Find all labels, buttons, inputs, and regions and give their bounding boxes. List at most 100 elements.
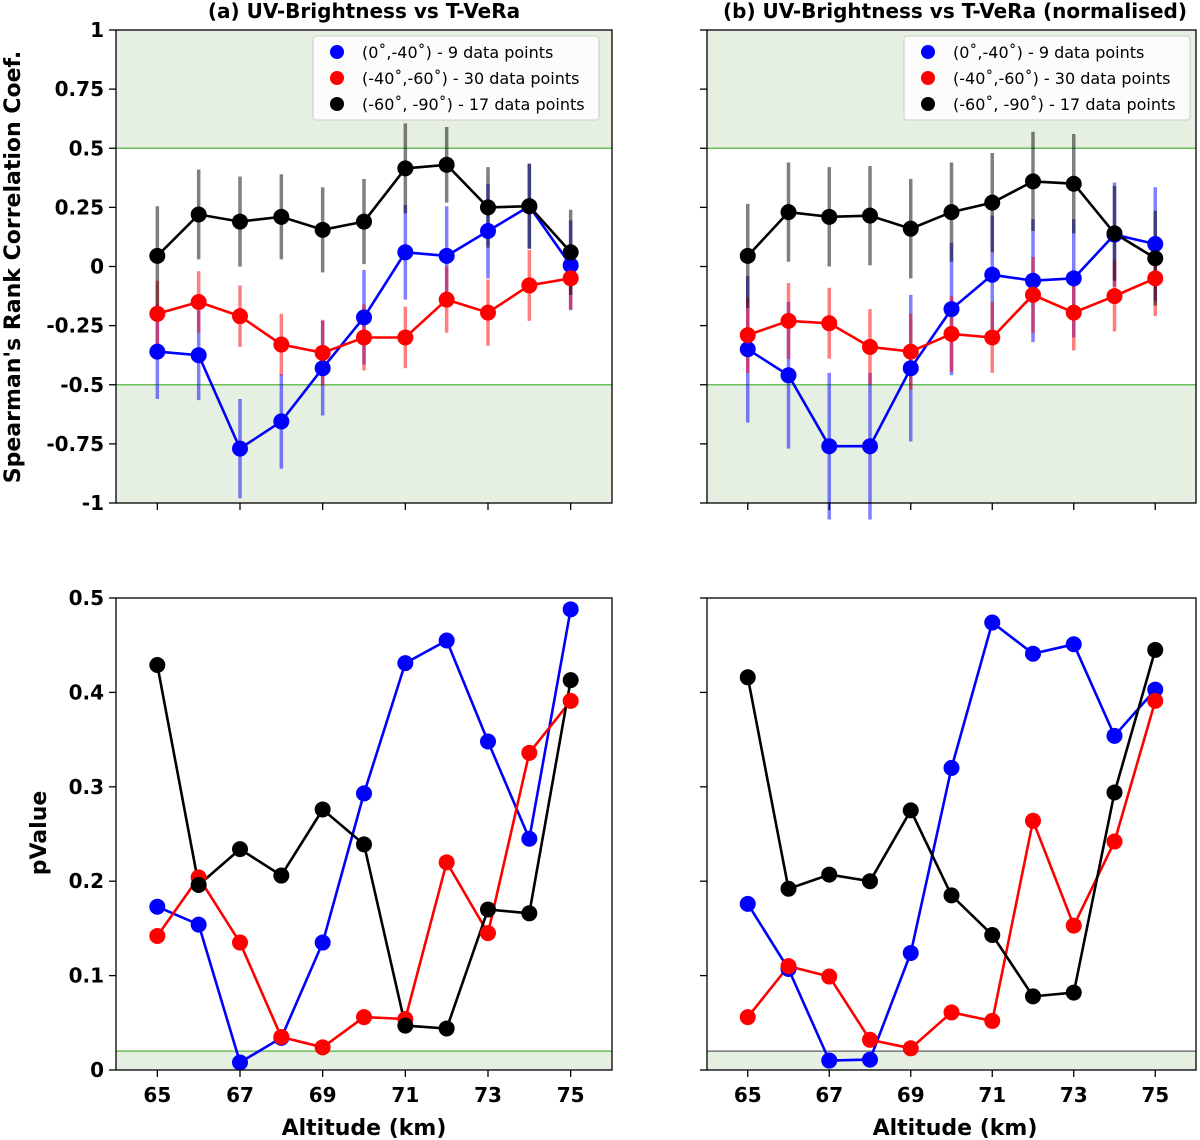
data-point-a-bottom-s0-8	[480, 733, 496, 750]
data-point-b-bottom-s0-2	[821, 1052, 838, 1069]
legend-a-marker-black	[330, 97, 344, 111]
data-point-b-top-s2-7	[1025, 173, 1041, 190]
data-point-b-bottom-s2-10	[1147, 641, 1164, 658]
x-tick-label-b-bottom-0: 65	[734, 1083, 762, 1107]
data-point-a-top-s0-4	[314, 360, 331, 377]
data-point-a-top-s1-2	[232, 308, 248, 325]
data-point-a-top-s1-9	[521, 277, 538, 294]
y-tick-label-a-bottom-4: 0.4	[69, 680, 104, 704]
y-tick-label-a-top-5: -0.25	[46, 314, 104, 338]
data-point-a-bottom-s0-5	[356, 785, 372, 802]
data-point-b-top-s0-2	[821, 438, 838, 455]
data-point-a-top-s1-8	[480, 304, 496, 321]
x-tick-label-b-bottom-4: 73	[1060, 1083, 1088, 1107]
panel-a-bottom: 65 67 69 71 73 75 0 0.1 0.2 0.3 0.4 0.5	[69, 586, 613, 1107]
legend-a-label-black: (-60˚, -90˚) - 17 data points	[362, 95, 585, 114]
y-tick-label-a-bottom-3: 0.3	[69, 775, 104, 799]
data-point-a-bottom-s1-9	[521, 744, 538, 761]
data-point-b-bottom-s2-0	[739, 669, 756, 686]
data-point-b-bottom-s0-9	[1106, 727, 1123, 744]
data-point-a-bottom-s1-5	[356, 1009, 372, 1026]
data-point-a-top-s1-6	[397, 329, 414, 346]
data-point-b-top-s0-0	[739, 341, 756, 358]
data-point-b-top-s0-6	[984, 266, 1001, 283]
data-point-a-bottom-s2-3	[273, 867, 290, 884]
data-point-a-bottom-s0-0	[149, 898, 166, 915]
data-point-a-bottom-s1-3	[273, 1028, 290, 1045]
plot-frame-a-bottom	[115, 597, 613, 1071]
x-tick-label-a-bottom-5: 75	[557, 1083, 585, 1107]
data-point-b-bottom-s0-6	[984, 614, 1001, 631]
data-point-a-top-s1-5	[356, 329, 372, 346]
data-point-a-top-s2-4	[314, 221, 331, 238]
data-point-a-top-s2-6	[397, 160, 414, 177]
data-point-a-bottom-s0-7	[438, 632, 455, 649]
data-point-a-top-s0-8	[480, 223, 496, 240]
data-point-a-bottom-s1-4	[314, 1039, 331, 1056]
title-a: (a) UV-Brightness vs T-VeRa	[208, 0, 520, 23]
data-point-b-bottom-s2-1	[780, 880, 797, 897]
x-tick-label-a-bottom-1: 67	[226, 1083, 254, 1107]
data-point-a-top-s1-3	[273, 336, 290, 353]
y-tick-label-a-top-1: 0.75	[55, 77, 104, 101]
data-point-a-top-s2-2	[232, 213, 248, 230]
legend-b-frame	[903, 35, 1191, 121]
data-point-b-bottom-s0-0	[739, 895, 756, 912]
data-point-b-bottom-s0-7	[1025, 645, 1041, 662]
y-tick-label-a-top-0: 1	[90, 18, 104, 42]
data-point-b-bottom-s1-3	[862, 1031, 878, 1048]
data-point-b-top-s0-7	[1025, 272, 1041, 289]
shaded-region-a-top-1	[116, 384, 612, 503]
legend-a: (0˚,-40˚) - 9 data points (-40˚,-60˚) - …	[312, 35, 600, 121]
data-point-a-top-s1-7	[438, 291, 455, 308]
y-tick-label-a-bottom-0: 0	[90, 1058, 104, 1082]
data-point-b-bottom-s2-5	[943, 887, 960, 904]
data-point-b-top-s1-5	[943, 325, 960, 342]
y-tick-label-a-bottom-5: 0.5	[69, 586, 104, 610]
data-point-b-top-s2-3	[862, 207, 878, 224]
data-point-a-bottom-s1-7	[438, 854, 455, 871]
data-point-b-bottom-s1-5	[943, 1004, 960, 1021]
data-point-a-bottom-s2-8	[480, 901, 496, 918]
shaded-region-b-bottom-0	[707, 1051, 1196, 1070]
data-point-a-bottom-s2-10	[562, 672, 579, 689]
data-point-a-bottom-s2-1	[190, 876, 207, 893]
y-tick-label-a-top-7: -0.75	[46, 432, 104, 456]
data-point-b-bottom-s0-3	[862, 1051, 878, 1068]
data-point-b-bottom-s1-10	[1147, 692, 1164, 709]
y-tick-label-a-top-4: 0	[90, 255, 104, 279]
xlabel-b: Altitude (km)	[873, 1116, 1038, 1140]
data-point-a-bottom-s2-9	[521, 905, 538, 922]
data-point-b-top-s1-9	[1106, 288, 1123, 305]
data-point-b-top-s2-1	[780, 204, 797, 221]
data-point-b-top-s1-10	[1147, 270, 1164, 287]
x-tick-label-a-bottom-0: 65	[143, 1083, 171, 1107]
data-point-a-top-s0-1	[190, 347, 207, 364]
x-tick-label-b-bottom-1: 67	[815, 1083, 843, 1107]
data-point-b-bottom-s0-10	[1147, 681, 1164, 698]
legend-a-marker-red	[330, 71, 344, 85]
data-point-a-top-s1-1	[190, 293, 207, 310]
data-point-b-top-s1-6	[984, 329, 1001, 346]
data-point-a-bottom-s1-10	[562, 692, 579, 709]
legend-a-label-blue: (0˚,-40˚) - 9 data points	[362, 43, 553, 62]
data-point-b-bottom-s2-9	[1106, 784, 1123, 801]
ylabel-bottom: pValue	[27, 791, 52, 876]
data-point-b-bottom-s1-1	[780, 958, 797, 975]
data-point-b-top-s1-0	[739, 327, 756, 344]
legend-b-label-red: (-40˚,-60˚) - 30 data points	[953, 69, 1171, 88]
data-point-b-top-s1-8	[1065, 304, 1082, 321]
data-point-b-top-s1-4	[902, 343, 919, 360]
data-point-a-bottom-s2-0	[149, 657, 166, 674]
data-point-a-top-s2-1	[190, 206, 207, 223]
legend-a-label-red: (-40˚,-60˚) - 30 data points	[362, 69, 580, 88]
data-point-b-bottom-s2-2	[821, 866, 838, 883]
legend-b-label-blue: (0˚,-40˚) - 9 data points	[953, 43, 1144, 62]
data-point-a-bottom-s0-4	[314, 934, 331, 951]
data-point-a-bottom-s0-9	[521, 830, 538, 847]
data-point-b-bottom-s2-3	[862, 873, 878, 890]
data-point-b-bottom-s0-4	[902, 944, 919, 961]
data-point-a-top-s0-0	[149, 343, 166, 360]
x-tick-label-a-bottom-2: 69	[309, 1083, 337, 1107]
